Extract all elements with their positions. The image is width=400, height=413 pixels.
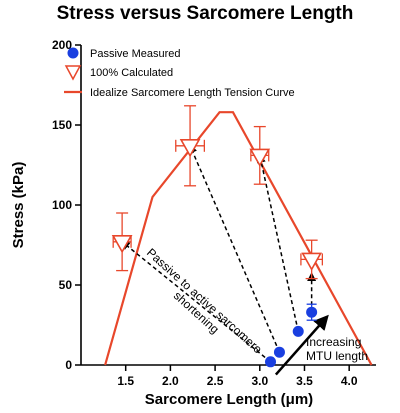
annotation-line: MTU length bbox=[306, 349, 368, 363]
x-tick-label: 1.5 bbox=[117, 374, 134, 388]
chart-title: Stress versus Sarcomere Length bbox=[57, 3, 354, 24]
legend-calculated-label: 100% Calculated bbox=[90, 67, 173, 79]
legend-passive-label: Passive Measured bbox=[90, 48, 181, 60]
increasing-mtu-arrow bbox=[274, 314, 329, 376]
calculated-point bbox=[111, 235, 133, 254]
x-tick-label: 3.0 bbox=[251, 374, 268, 388]
y-axis-label: Stress (kPa) bbox=[10, 162, 27, 249]
y-tick-label: 150 bbox=[52, 118, 72, 132]
x-tick-label: 2.0 bbox=[162, 374, 179, 388]
dashed-arrow bbox=[188, 144, 281, 353]
calculated-point bbox=[179, 139, 201, 158]
legend: Passive Measured 100% Calculated Idealiz… bbox=[64, 47, 295, 99]
annotation-line: Increasing bbox=[306, 335, 361, 349]
legend-passive-marker bbox=[67, 47, 79, 59]
dashed-arrow bbox=[120, 240, 271, 363]
passive-point bbox=[273, 346, 285, 358]
passive-point bbox=[292, 325, 304, 337]
legend-curve-label: Idealize Sarcomere Length Tension Curve bbox=[90, 87, 295, 99]
plot-area bbox=[104, 105, 373, 376]
x-axis-label: Sarcomere Length (μm) bbox=[145, 391, 313, 408]
ticks: 0 50 100 150 200 1.5 2.0 2.5 3.0 3.5 4.0 bbox=[52, 38, 358, 388]
x-tick-label: 2.5 bbox=[207, 374, 224, 388]
x-tick-label: 3.5 bbox=[296, 374, 313, 388]
y-tick-label: 50 bbox=[59, 278, 73, 292]
calculated-point bbox=[249, 148, 271, 168]
y-tick-label: 200 bbox=[52, 38, 72, 52]
legend-calculated-marker bbox=[64, 65, 82, 81]
annotation-passive-to-active: Passive to active sarcomere shortening bbox=[135, 246, 268, 369]
dashed-arrow bbox=[256, 153, 299, 332]
annotation-increasing-mtu: Increasing MTU length bbox=[306, 335, 368, 363]
x-tick-label: 4.0 bbox=[341, 374, 358, 388]
calculated-point bbox=[301, 252, 323, 272]
tension-curve-line bbox=[104, 111, 373, 366]
passive-point bbox=[265, 356, 277, 368]
y-tick-label: 100 bbox=[52, 198, 72, 212]
passive-point bbox=[306, 306, 318, 318]
y-tick-label: 0 bbox=[65, 358, 72, 372]
annotation-line: Passive to active sarcomere bbox=[144, 246, 265, 357]
